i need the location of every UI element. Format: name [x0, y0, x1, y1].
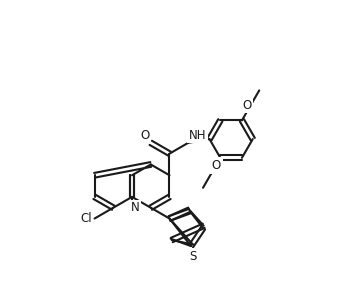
Text: S: S — [189, 250, 197, 263]
Text: Cl: Cl — [80, 212, 92, 225]
Text: O: O — [140, 129, 149, 142]
Text: NH: NH — [189, 129, 206, 142]
Text: O: O — [212, 159, 221, 172]
Text: O: O — [242, 98, 251, 112]
Text: N: N — [130, 201, 139, 214]
